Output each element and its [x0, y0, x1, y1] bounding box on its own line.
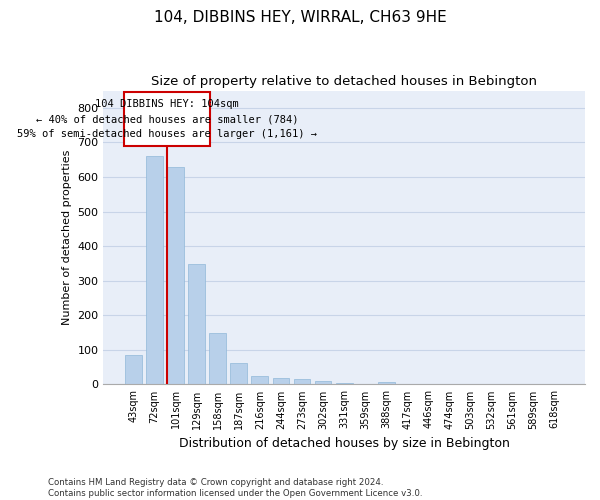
Text: 59% of semi-detached houses are larger (1,161) →: 59% of semi-detached houses are larger (…: [17, 129, 317, 139]
Bar: [251, 376, 268, 384]
Bar: [335, 382, 353, 384]
Bar: [146, 156, 163, 384]
FancyBboxPatch shape: [124, 92, 211, 146]
Bar: [272, 378, 289, 384]
Bar: [378, 382, 395, 384]
Text: Contains HM Land Registry data © Crown copyright and database right 2024.
Contai: Contains HM Land Registry data © Crown c…: [48, 478, 422, 498]
Text: ← 40% of detached houses are smaller (784): ← 40% of detached houses are smaller (78…: [36, 114, 298, 124]
Bar: [314, 381, 331, 384]
Y-axis label: Number of detached properties: Number of detached properties: [62, 150, 71, 325]
Bar: [209, 334, 226, 384]
Text: 104 DIBBINS HEY: 104sqm: 104 DIBBINS HEY: 104sqm: [95, 99, 239, 109]
Bar: [188, 264, 205, 384]
Bar: [125, 355, 142, 384]
Bar: [293, 379, 310, 384]
Bar: [167, 168, 184, 384]
Text: 104, DIBBINS HEY, WIRRAL, CH63 9HE: 104, DIBBINS HEY, WIRRAL, CH63 9HE: [154, 10, 446, 25]
Bar: [230, 363, 247, 384]
Title: Size of property relative to detached houses in Bebington: Size of property relative to detached ho…: [151, 75, 537, 88]
X-axis label: Distribution of detached houses by size in Bebington: Distribution of detached houses by size …: [179, 437, 509, 450]
